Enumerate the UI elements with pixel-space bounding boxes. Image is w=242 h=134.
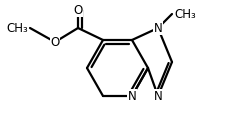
Text: O: O (50, 36, 60, 49)
Text: N: N (154, 21, 162, 34)
Text: N: N (154, 90, 162, 103)
Text: CH₃: CH₃ (174, 8, 196, 21)
Text: N: N (128, 90, 136, 103)
Text: CH₃: CH₃ (6, 21, 28, 34)
Text: O: O (73, 3, 83, 16)
